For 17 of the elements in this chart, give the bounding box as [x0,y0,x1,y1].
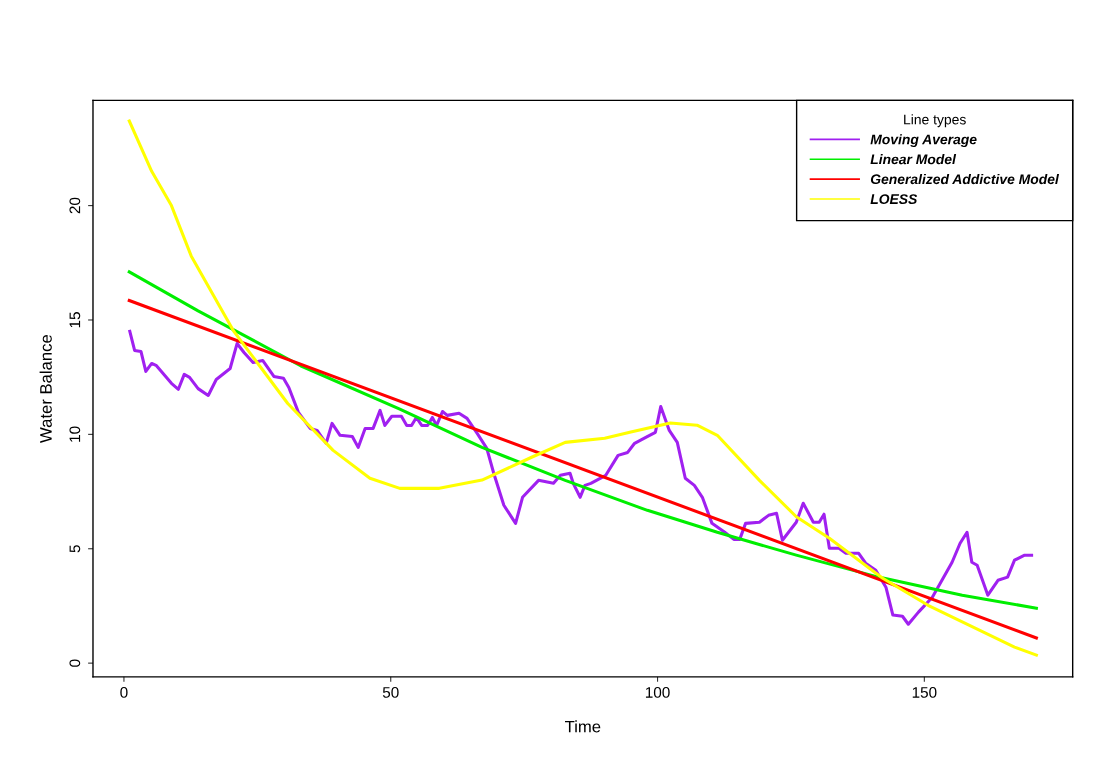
x-tick-label: 0 [120,686,128,698]
x-tick-label: 100 [645,686,670,698]
x-axis-title: Time [565,720,601,733]
x-tick-label: 150 [912,686,937,698]
y-tick-label: 15 [69,312,81,328]
legend-label: Linear Model [870,154,957,165]
y-tick-label: 0 [69,659,81,667]
legend-label: Moving Average [870,134,977,148]
y-axis-title: Water Balance [39,335,52,443]
y-tick-label: 20 [69,197,81,214]
y-tick-label: 5 [69,545,81,553]
legend-title: Line types [904,114,966,128]
line-series [127,270,1038,610]
legend-label: Generalized Addictive Model [870,173,1060,185]
legend-label: LOESS [870,194,918,205]
y-tick-label: 10 [69,426,81,442]
x-tick-label: 50 [382,686,399,698]
